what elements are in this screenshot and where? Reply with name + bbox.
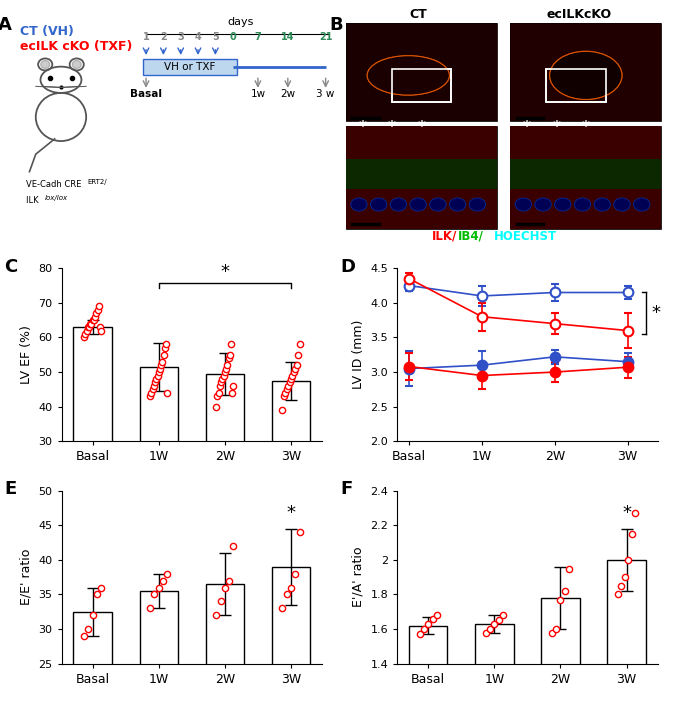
Bar (547, 69, 606, 102)
Bar (541, 598, 580, 706)
Text: ERT2/: ERT2/ (88, 179, 108, 186)
Bar (510, 23, 662, 121)
Bar (272, 381, 310, 545)
Text: D: D (340, 258, 355, 276)
Text: ILK: ILK (26, 196, 42, 205)
Bar (206, 373, 244, 545)
Ellipse shape (351, 198, 367, 211)
Text: *: * (523, 120, 531, 136)
Legend: diastolic CT, diastolic ecILK cKO, systolic  CT, systolic   ecILK cKO: diastolic CT, diastolic ecILK cKO, systo… (408, 512, 647, 542)
Bar (392, 69, 451, 102)
Text: *: * (651, 304, 660, 322)
Text: lox/lox: lox/lox (45, 195, 68, 201)
Text: 0: 0 (229, 32, 236, 42)
Bar (475, 624, 514, 706)
Text: HOECHST: HOECHST (494, 229, 557, 243)
Text: F: F (340, 480, 352, 498)
Text: *: * (622, 504, 631, 522)
Text: *: * (358, 120, 366, 136)
Ellipse shape (535, 198, 551, 211)
Ellipse shape (390, 198, 407, 211)
Text: 14: 14 (281, 32, 295, 42)
Bar (140, 367, 178, 545)
Ellipse shape (549, 52, 622, 100)
Text: ecILKcKO: ecILKcKO (547, 8, 612, 21)
Text: 7: 7 (255, 32, 261, 42)
Y-axis label: LV EF (%): LV EF (%) (20, 325, 33, 384)
Bar (510, 126, 662, 229)
Text: *: * (552, 120, 560, 136)
Y-axis label: LV ID (mm): LV ID (mm) (352, 320, 365, 390)
Text: *: * (286, 504, 295, 522)
Bar (143, 59, 238, 76)
Bar (392, 69, 451, 102)
Ellipse shape (429, 198, 446, 211)
Bar (346, 23, 497, 121)
Bar (346, 126, 497, 229)
Bar (272, 567, 310, 706)
Ellipse shape (574, 198, 590, 211)
Bar (409, 626, 447, 706)
Ellipse shape (449, 198, 466, 211)
Text: 21: 21 (319, 32, 332, 42)
Ellipse shape (371, 198, 387, 211)
Text: 1: 1 (142, 32, 149, 42)
Text: A: A (0, 16, 12, 35)
Y-axis label: E'/A' ratio: E'/A' ratio (352, 547, 365, 607)
Text: *: * (417, 120, 425, 136)
Text: VH or TXF: VH or TXF (164, 62, 216, 72)
Ellipse shape (549, 52, 622, 100)
Ellipse shape (367, 56, 449, 95)
Bar (608, 560, 646, 706)
Ellipse shape (634, 198, 650, 211)
Bar (547, 69, 606, 102)
Text: days: days (227, 17, 253, 27)
Text: 2: 2 (160, 32, 166, 42)
Bar (346, 23, 497, 121)
Text: 5: 5 (212, 32, 219, 42)
Text: C: C (4, 258, 18, 276)
Y-axis label: E/E' ratio: E/E' ratio (20, 549, 33, 605)
Text: 3 w: 3 w (316, 89, 335, 100)
Ellipse shape (410, 198, 426, 211)
Text: E: E (4, 480, 16, 498)
Bar (510, 159, 662, 189)
Text: 2w: 2w (280, 89, 295, 100)
Text: ecILK cKO (TXF): ecILK cKO (TXF) (20, 40, 132, 54)
Ellipse shape (594, 198, 610, 211)
Text: 1w: 1w (250, 89, 266, 100)
Ellipse shape (469, 198, 486, 211)
Ellipse shape (614, 198, 630, 211)
Text: *: * (582, 120, 590, 136)
Ellipse shape (515, 198, 532, 211)
Bar (140, 591, 178, 706)
Text: ILK/: ILK/ (432, 229, 458, 243)
Ellipse shape (555, 198, 571, 211)
Ellipse shape (367, 56, 449, 95)
Ellipse shape (73, 61, 81, 68)
Bar (346, 159, 497, 189)
Text: VE-Cadh CRE: VE-Cadh CRE (26, 181, 82, 189)
Ellipse shape (41, 61, 49, 68)
Text: CT: CT (409, 8, 427, 21)
Bar (510, 126, 662, 229)
Text: B: B (329, 16, 343, 35)
Text: IB4/: IB4/ (458, 229, 484, 243)
Bar (510, 23, 662, 121)
Bar (206, 584, 244, 706)
Bar (73, 327, 112, 545)
Text: *: * (221, 263, 229, 281)
Text: 4: 4 (195, 32, 201, 42)
Bar (73, 611, 112, 706)
Bar (346, 126, 497, 229)
Text: *: * (388, 120, 396, 136)
Text: 3: 3 (177, 32, 184, 42)
Text: CT (VH): CT (VH) (20, 25, 74, 38)
Text: Basal: Basal (130, 89, 162, 100)
